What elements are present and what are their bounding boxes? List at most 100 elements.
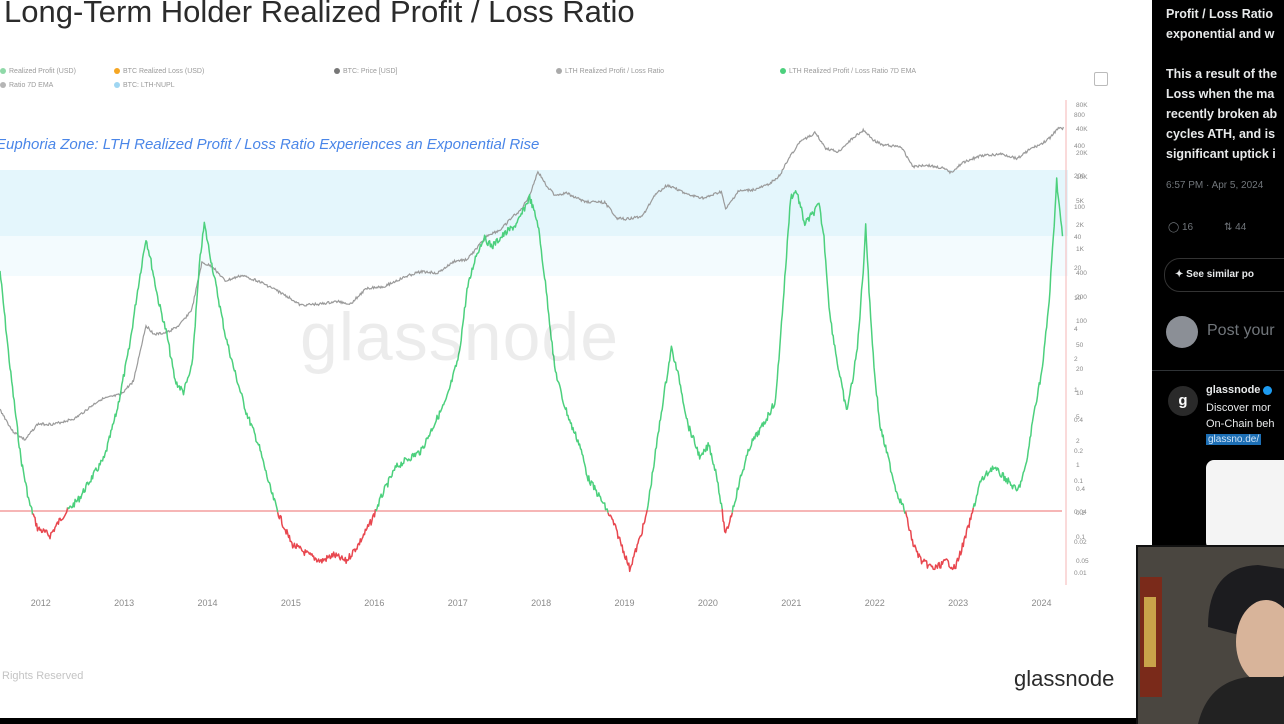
right-axis-tick-label: 40K: [1076, 126, 1088, 133]
right-axis-tick-label: 10K: [1076, 174, 1088, 181]
right-axis-tick-label: 80K: [1076, 102, 1088, 109]
legend-swatch: [0, 68, 6, 75]
tweet-text-line: Loss when the ma: [1166, 87, 1275, 101]
legend-swatch: [114, 68, 120, 75]
legend-label: BTC: Price [USD]: [343, 68, 398, 75]
reply-input[interactable]: Post your: [1207, 322, 1275, 339]
right-axis-tick-label: 5: [1076, 414, 1080, 421]
legend-item[interactable]: BTC Realized Loss (USD): [114, 68, 204, 75]
right-axis-tick-label: 50: [1076, 342, 1084, 349]
legend-item[interactable]: BTC: LTH-NUPL: [114, 82, 175, 89]
right-axis-tick-label: 20K: [1076, 150, 1088, 157]
euphoria-zone-band: [0, 170, 1068, 236]
right-axis-tick-label: 1: [1076, 462, 1080, 469]
ratio-axis-tick-label: 4: [1074, 325, 1078, 333]
author-text-line: Discover mor: [1206, 402, 1271, 414]
ratio-axis-tick-label: 20: [1074, 264, 1082, 272]
chart-legend: Realized Profit (USD) BTC Realized Loss (…: [0, 68, 1110, 98]
webcam-overlay: [1136, 545, 1284, 724]
tweet-text-line: This a result of the: [1166, 67, 1278, 81]
tweet-timestamp[interactable]: 6:57 PM · Apr 5, 2024: [1166, 180, 1264, 191]
right-axis-tick-label: 100: [1076, 318, 1087, 325]
ratio-axis-tick-label: 0.4: [1074, 417, 1084, 424]
see-similar-label: See similar po: [1186, 269, 1254, 280]
right-axis-tick-label: 0.4: [1076, 486, 1086, 493]
x-tick-label: 2019: [614, 598, 635, 608]
ratio-line-profit-segment: [375, 193, 609, 513]
legend-item[interactable]: BTC: Price [USD]: [334, 68, 397, 75]
euphoria-zone-fade: [0, 236, 1068, 276]
ratio-line-loss-segment: [721, 509, 734, 534]
sparkle-icon: ✦: [1175, 269, 1184, 280]
x-tick-label: 2017: [447, 598, 468, 608]
ratio-line-loss-segment: [904, 507, 975, 571]
see-similar-button[interactable]: ✦ See similar po: [1164, 258, 1284, 292]
ratio-axis-tick-label: 0.02: [1074, 539, 1087, 546]
ratio-axis-tick-label: 0.2: [1074, 447, 1084, 455]
chart-plot: [0, 100, 1068, 585]
settings-icon[interactable]: [1094, 72, 1108, 86]
ratio-line-loss-segment: [276, 509, 377, 565]
x-tick-label: 2020: [697, 598, 718, 608]
x-tick-label: 2014: [197, 598, 218, 608]
author-name-label: glassnode: [1206, 384, 1261, 396]
ratio-line-profit-segment: [972, 177, 1064, 508]
tweet-text-line: cycles ATH, and is: [1166, 127, 1276, 141]
ratio-axis-tick-label: 800: [1074, 112, 1085, 119]
right-axis-tick-label: 0.2: [1076, 510, 1086, 517]
chart-title: Long-Term Holder Realized Profit / Loss …: [4, 0, 635, 29]
ratio-series: [0, 177, 1064, 573]
right-axis-tick-label: 2K: [1076, 222, 1084, 229]
ratio-axis-tick-label: 0.01: [1074, 569, 1087, 577]
x-tick-label: 2021: [781, 598, 802, 608]
ratio-axis-tick-label: 400: [1074, 142, 1085, 150]
tweet-text-line: significant uptick i: [1166, 147, 1276, 161]
legend-item[interactable]: LTH Realized Profit / Loss Ratio: [556, 68, 664, 75]
legend-label: Realized Profit (USD): [9, 68, 76, 75]
author-link[interactable]: glassno.de/: [1206, 434, 1262, 445]
ratio-axis-tick-label: 10: [1074, 295, 1082, 302]
author-text-line: On-Chain beh: [1206, 418, 1275, 430]
x-tick-label: 2024: [1031, 598, 1052, 608]
x-tick-label: 2022: [864, 598, 885, 608]
author-name[interactable]: glassnode: [1206, 384, 1273, 396]
euphoria-annotation: Euphoria Zone: LTH Realized Profit / Los…: [0, 136, 540, 153]
legend-swatch: [0, 82, 6, 89]
legend-item[interactable]: Ratio 7D EMA: [0, 82, 53, 89]
tweet-text-line: recently broken ab: [1166, 107, 1278, 121]
divider: [1152, 370, 1284, 371]
ratio-axis-tick-label: 1: [1074, 386, 1078, 394]
ratio-axis-tick-label: 40: [1074, 234, 1082, 241]
tweet-media-card[interactable]: [1206, 460, 1284, 550]
legend-label: LTH Realized Profit / Loss Ratio: [565, 68, 665, 75]
avatar[interactable]: [1166, 316, 1198, 348]
ratio-axis-tick-label: 200: [1074, 173, 1085, 180]
legend-label: LTH Realized Profit / Loss Ratio 7D EMA: [789, 68, 917, 75]
legend-label: Ratio 7D EMA: [9, 82, 54, 89]
x-tick-label: 2015: [280, 598, 301, 608]
right-axis-tick-label: 5K: [1076, 198, 1084, 205]
x-tick-label: 2012: [30, 598, 51, 608]
copyright-text: Rights Reserved: [2, 670, 84, 682]
x-tick-label: 2023: [948, 598, 969, 608]
ratio-line-loss-segment: [32, 507, 69, 540]
glassnode-logo: glassnode: [1014, 666, 1115, 691]
glassnode-avatar[interactable]: g: [1168, 386, 1198, 416]
ratio-axis-tick-label: 0.1: [1074, 478, 1084, 485]
reply-button[interactable]: ◯ 16: [1168, 222, 1193, 233]
ratio-line-profit-segment: [66, 221, 279, 513]
price-series: [0, 126, 1064, 441]
ratio-line-loss-segment: [607, 509, 648, 573]
repost-button[interactable]: ⇅ 44: [1224, 222, 1246, 233]
legend-item[interactable]: LTH Realized Profit / Loss Ratio 7D EMA: [780, 68, 916, 75]
right-axis-tick-label: 10: [1076, 390, 1084, 397]
ratio-line-profit-segment: [646, 345, 723, 511]
legend-item[interactable]: Realized Profit (USD): [0, 68, 76, 75]
legend-swatch: [114, 82, 120, 89]
legend-swatch: [334, 68, 340, 75]
watermark: glassnode: [300, 299, 620, 375]
chart-panel: Long-Term Holder Realized Profit / Loss …: [0, 0, 1152, 718]
right-axis-tick-label: 0.05: [1076, 558, 1089, 565]
legend-label: BTC Realized Loss (USD): [123, 68, 205, 75]
tweet-text-line: exponential and w: [1166, 27, 1275, 41]
